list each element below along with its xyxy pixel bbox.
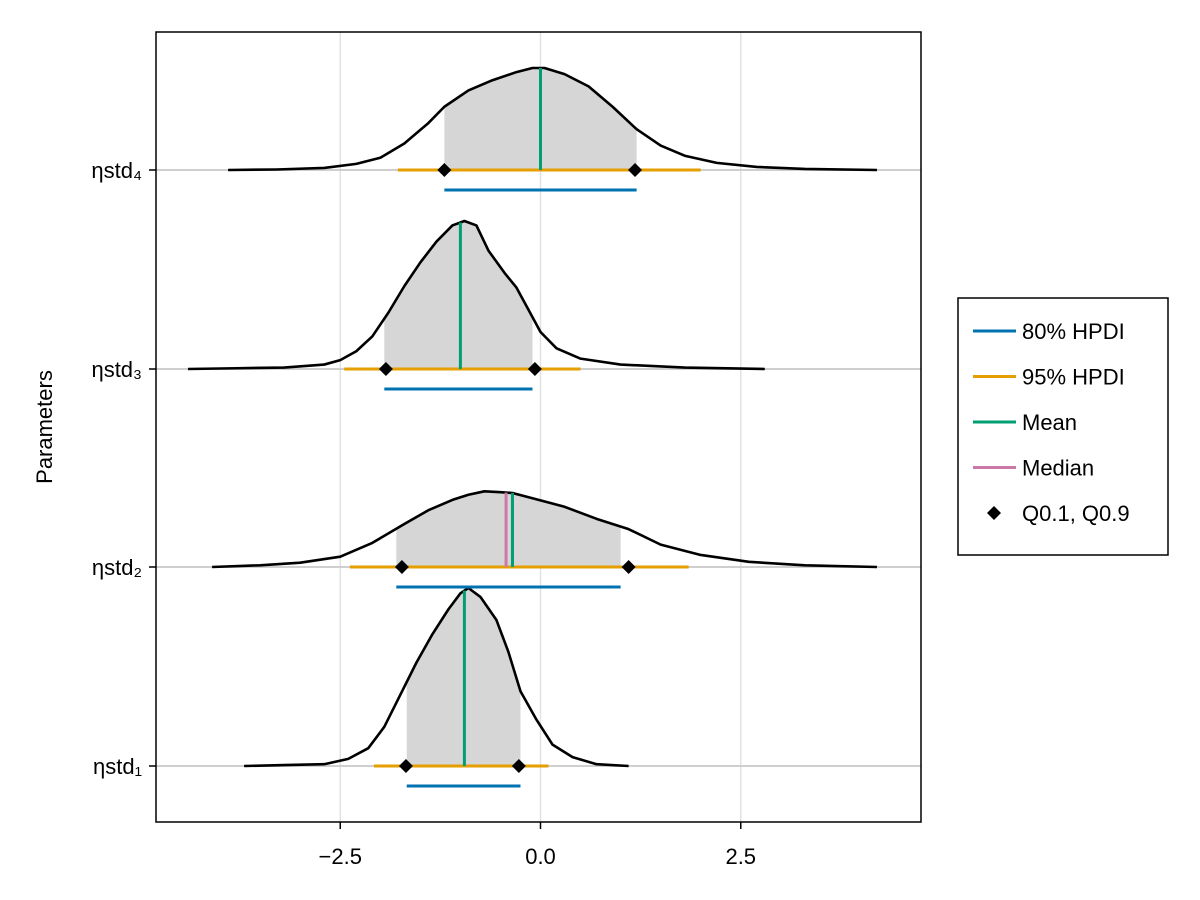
y-axis-title: Parameters xyxy=(32,370,57,484)
y-tick-label: ηstd₃ xyxy=(91,357,142,382)
quantile-marker xyxy=(511,759,526,773)
x-tick-label: 2.5 xyxy=(725,844,756,869)
density-curve xyxy=(244,586,629,768)
density-curve xyxy=(212,490,877,569)
reference-lines xyxy=(344,68,701,788)
y-axis: ηstd₄ ηstd₃ ηstd₂ ηstd₁ xyxy=(91,158,156,779)
legend-label: Median xyxy=(1022,456,1094,481)
legend-label: 80% HPDI xyxy=(1022,319,1125,344)
quantile-marker xyxy=(378,362,393,376)
legend-label: 95% HPDI xyxy=(1022,365,1125,390)
quantile-marker xyxy=(398,759,413,773)
quantile-marker xyxy=(437,163,452,177)
y-tick-label: ηstd₁ xyxy=(93,754,142,779)
x-tick-label: 0.0 xyxy=(525,844,556,869)
quantile-marker xyxy=(628,163,643,177)
y-tick-label: ηstd₂ xyxy=(92,555,142,580)
plot-frame xyxy=(155,31,922,823)
legend-label: Q0.1, Q0.9 xyxy=(1022,501,1130,526)
x-tick-label: −2.5 xyxy=(319,844,362,869)
density-curve xyxy=(188,219,765,371)
legend: 80% HPDI 95% HPDI Mean Median Q0.1, Q0.9 xyxy=(957,297,1169,556)
density-curve xyxy=(228,66,877,172)
y-tick-label: ηstd₄ xyxy=(91,158,142,183)
hpdi-shaded-area xyxy=(396,491,621,567)
legend-label: Mean xyxy=(1022,410,1077,435)
quantile-marker xyxy=(527,362,542,376)
hpdi-shaded-area xyxy=(384,221,533,369)
quantile-marker xyxy=(621,560,636,574)
legend-swatch-marker xyxy=(987,506,1001,520)
quantile-marker xyxy=(394,560,409,574)
x-axis: −2.5 0.0 2.5 xyxy=(319,822,756,869)
